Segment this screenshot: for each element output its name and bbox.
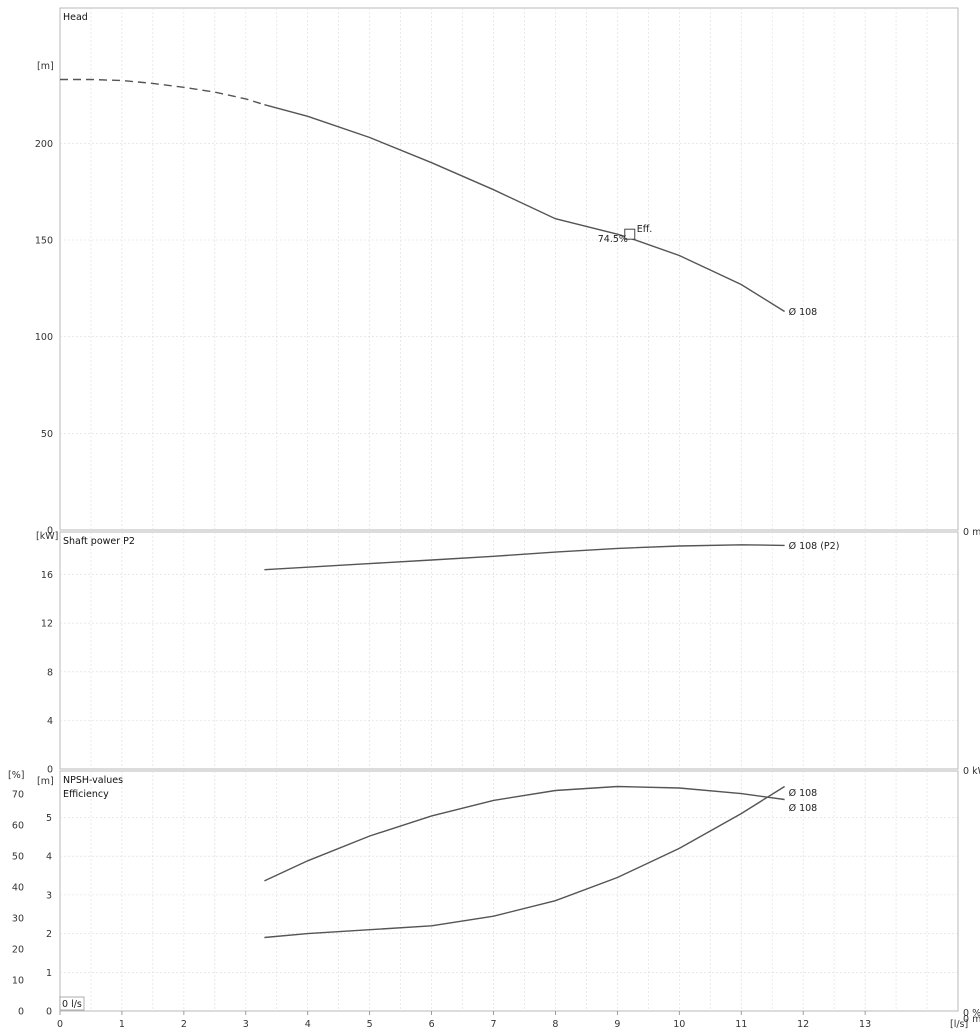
panel-title-2: Efficiency [63,789,109,800]
x-tick-label: 9 [614,1019,620,1030]
y-tick-label: 16 [41,570,53,581]
flow-label-box [59,996,85,1011]
y2-tick-label: 30 [12,914,24,925]
marker-value-label: 74.5% [598,234,628,245]
duty-point-marker [624,228,636,240]
y-tick-label: 4 [46,852,52,863]
y-tick-label: 100 [35,332,53,343]
x-tick-label: 1 [119,1019,125,1030]
y-tick-label: 5 [46,813,52,824]
y-tick-label: 1 [46,968,52,979]
marker-label: Eff. [637,224,653,235]
y2-tick-label: 70 [12,790,24,801]
x-tick-label: 10 [673,1019,685,1030]
series-label: Ø 108 (P2) [789,541,840,552]
y-axis-label: [m] [37,776,54,787]
y-tick-label: 8 [47,667,53,678]
y-tick-label: 200 [35,139,53,150]
x-tick-label: 8 [552,1019,558,1030]
series-label: Ø 108 [789,803,818,814]
y2-tick-label: 60 [12,821,24,832]
x-tick-label: 6 [429,1019,435,1030]
series-label: Ø 108 [789,307,818,318]
x-axis-label: [l/s] [950,1019,968,1030]
y-tick-label: 0 [46,1007,52,1018]
y2-tick-label: 0 [18,1007,24,1018]
x-tick-label: 5 [367,1019,373,1030]
panel-title: Head [63,12,88,23]
panel-frame [59,770,959,1012]
x-tick-label: 12 [797,1019,809,1030]
flow-label: 0 l/s [62,999,82,1010]
y-axis-label: [m] [37,61,54,72]
x-tick-label: 13 [859,1019,871,1030]
y-axis-label: [kW] [36,531,58,542]
right-axis-label-2: 0 m [963,1014,980,1025]
right-axis-label: 0 kW [963,766,980,777]
series-label: Ø 108 [789,788,818,799]
x-tick-label: 11 [735,1019,747,1030]
series-line [264,544,785,571]
y-tick-label: 150 [35,236,53,247]
y2-tick-label: 10 [12,976,24,987]
panel-frame [59,7,959,531]
y2-tick-label: 50 [12,852,24,863]
x-tick-label: 2 [181,1019,187,1030]
y-tick-label: 3 [46,890,52,901]
series-line [264,785,785,882]
y-tick-label: 50 [41,429,53,440]
series-line-dashed [60,78,265,106]
panel-title: Shaft power P2 [63,536,135,547]
y-tick-label: 0 [47,526,53,537]
series-line [264,785,785,939]
x-tick-label: 3 [243,1019,249,1030]
panel-frame [59,531,959,770]
right-axis-label: 0 m [963,527,980,538]
y-tick-label: 4 [47,716,53,727]
x-tick-label: 0 [57,1019,63,1030]
y2-axis-label: [%] [8,770,24,781]
right-axis-label: 0 % [963,1008,980,1019]
panel-title: NPSH-values [63,775,123,786]
y-tick-label: 12 [41,619,53,630]
series-line [264,104,785,313]
y-tick-label: 2 [46,929,52,940]
y-tick-label: 0 [47,765,53,776]
y2-tick-label: 20 [12,945,24,956]
x-tick-label: 4 [305,1019,311,1030]
y2-tick-label: 40 [12,883,24,894]
x-tick-label: 7 [490,1019,496,1030]
